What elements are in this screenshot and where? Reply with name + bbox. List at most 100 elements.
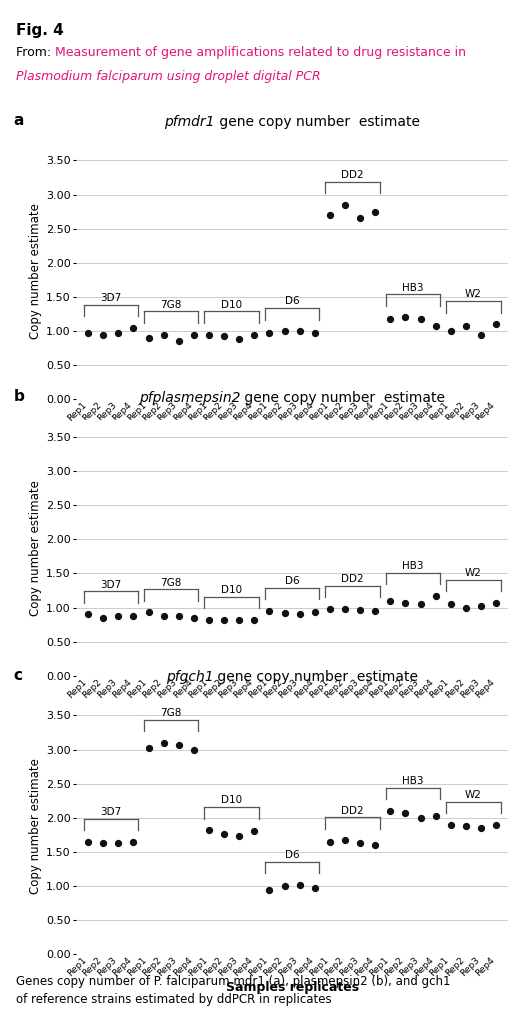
Point bbox=[386, 803, 395, 819]
Point bbox=[129, 607, 138, 624]
Y-axis label: Copy number estimate: Copy number estimate bbox=[28, 759, 41, 894]
Text: D6: D6 bbox=[285, 577, 299, 586]
Point bbox=[174, 333, 183, 349]
Point bbox=[250, 611, 258, 628]
Point bbox=[144, 739, 152, 756]
Point bbox=[401, 595, 410, 611]
Point bbox=[371, 603, 379, 620]
Text: W2: W2 bbox=[465, 568, 482, 578]
Point bbox=[371, 837, 379, 853]
Point bbox=[280, 323, 289, 339]
Point bbox=[114, 608, 123, 625]
Point bbox=[446, 816, 455, 833]
Point bbox=[190, 327, 198, 343]
Y-axis label: Copy number estimate: Copy number estimate bbox=[28, 480, 41, 615]
Point bbox=[401, 805, 410, 821]
Text: Genes copy number of P. falciparum mdr1 (a), plasmepsin2 (b), and gch1: Genes copy number of P. falciparum mdr1 … bbox=[16, 975, 450, 988]
Point bbox=[492, 595, 500, 611]
Point bbox=[417, 311, 425, 328]
Point bbox=[311, 325, 319, 341]
Point bbox=[371, 204, 379, 220]
Point bbox=[296, 606, 304, 623]
Point bbox=[99, 835, 107, 851]
Point bbox=[84, 325, 92, 341]
X-axis label: Samples replicates: Samples replicates bbox=[225, 702, 359, 716]
Point bbox=[205, 822, 213, 839]
Text: 7G8: 7G8 bbox=[160, 708, 182, 718]
Point bbox=[356, 601, 364, 617]
Text: D6: D6 bbox=[285, 296, 299, 306]
Point bbox=[326, 834, 334, 850]
Text: gene copy number  estimate: gene copy number estimate bbox=[213, 670, 418, 684]
Point bbox=[417, 596, 425, 612]
Text: HB3: HB3 bbox=[402, 283, 424, 293]
Point bbox=[311, 604, 319, 621]
Point bbox=[99, 327, 107, 343]
Point bbox=[432, 808, 440, 824]
Text: 3D7: 3D7 bbox=[100, 293, 122, 303]
Point bbox=[190, 609, 198, 626]
Point bbox=[129, 834, 138, 850]
Point bbox=[159, 327, 168, 343]
Point bbox=[356, 210, 364, 226]
Text: W2: W2 bbox=[465, 790, 482, 800]
Text: HB3: HB3 bbox=[402, 776, 424, 786]
Point bbox=[280, 605, 289, 622]
Text: 7G8: 7G8 bbox=[160, 578, 182, 588]
Point bbox=[99, 609, 107, 626]
Text: Measurement of gene amplifications related to drug resistance in: Measurement of gene amplifications relat… bbox=[55, 46, 466, 59]
Text: From:: From: bbox=[16, 46, 55, 59]
Point bbox=[326, 207, 334, 223]
Text: W2: W2 bbox=[465, 290, 482, 299]
Point bbox=[432, 318, 440, 335]
Point bbox=[296, 877, 304, 893]
Point bbox=[462, 818, 470, 835]
Point bbox=[220, 328, 228, 344]
Point bbox=[446, 323, 455, 339]
Text: DD2: DD2 bbox=[341, 574, 364, 584]
Point bbox=[220, 611, 228, 628]
Point bbox=[159, 607, 168, 624]
Point bbox=[114, 325, 123, 341]
Point bbox=[462, 318, 470, 335]
Point bbox=[265, 882, 274, 898]
Point bbox=[341, 833, 349, 849]
Text: 3D7: 3D7 bbox=[100, 807, 122, 817]
X-axis label: Samples replicates: Samples replicates bbox=[225, 981, 359, 994]
Point bbox=[174, 608, 183, 625]
Point bbox=[311, 880, 319, 896]
Point bbox=[114, 835, 123, 851]
Point bbox=[386, 593, 395, 609]
Point bbox=[492, 816, 500, 833]
Point bbox=[326, 601, 334, 617]
Point bbox=[296, 323, 304, 339]
Text: 7G8: 7G8 bbox=[160, 300, 182, 309]
Text: a: a bbox=[13, 113, 24, 128]
Point bbox=[341, 601, 349, 617]
Point bbox=[235, 828, 244, 845]
Point bbox=[477, 820, 485, 837]
Text: gene copy number  estimate: gene copy number estimate bbox=[215, 115, 420, 128]
Point bbox=[205, 611, 213, 628]
Point bbox=[190, 741, 198, 758]
X-axis label: Samples replicates: Samples replicates bbox=[225, 426, 359, 439]
Text: pfmdr1: pfmdr1 bbox=[164, 115, 215, 128]
Point bbox=[235, 331, 244, 347]
Y-axis label: Copy number estimate: Copy number estimate bbox=[28, 204, 41, 339]
Point bbox=[280, 878, 289, 894]
Text: pfplasmepsin2: pfplasmepsin2 bbox=[139, 391, 241, 404]
Point bbox=[144, 604, 152, 621]
Point bbox=[205, 327, 213, 343]
Point bbox=[477, 327, 485, 343]
Point bbox=[235, 611, 244, 628]
Point bbox=[159, 734, 168, 751]
Point bbox=[432, 588, 440, 604]
Point bbox=[129, 319, 138, 336]
Text: gene copy number  estimate: gene copy number estimate bbox=[241, 391, 445, 404]
Point bbox=[144, 330, 152, 346]
Point bbox=[356, 835, 364, 851]
Point bbox=[341, 197, 349, 213]
Text: b: b bbox=[13, 389, 24, 404]
Text: pfgch1: pfgch1 bbox=[166, 670, 213, 684]
Text: c: c bbox=[13, 668, 23, 683]
